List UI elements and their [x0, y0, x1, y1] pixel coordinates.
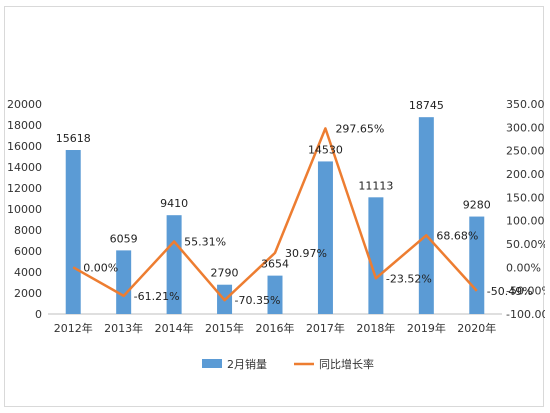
right-axis-tick-label: 300.00% — [506, 121, 545, 134]
x-axis: 2012年 2013年 2014年 2015年 2016年 2017年 2018年 2019年… — [48, 313, 502, 335]
line-data-label: 297.65% — [335, 122, 384, 135]
left-axis-tick-label: 4000 — [14, 266, 42, 279]
x-axis-tick-label: 2012年 — [54, 321, 93, 335]
bar-data-label: 11113 — [358, 179, 393, 192]
bar — [418, 117, 434, 315]
bar-data-label: 15618 — [56, 132, 91, 145]
line-data-label: -23.52% — [386, 272, 432, 285]
right-axis-tick-label: 0.00% — [506, 261, 541, 274]
bar — [116, 250, 132, 314]
right-axis-tick-label: -50.00% — [506, 285, 545, 298]
bar — [166, 215, 182, 314]
right-axis-tick-label: 150.00% — [506, 191, 545, 204]
bar — [317, 161, 333, 314]
left-axis-tick-label: 2000 — [14, 287, 42, 300]
x-axis-tick-label: 2016年 — [256, 321, 295, 335]
left-axis-tick-label: 0 — [35, 308, 42, 321]
left-axis-tick-label: 10000 — [7, 203, 42, 216]
x-axis-tick-label: 2017年 — [306, 321, 345, 335]
legend-bar-label: 2月销量 — [227, 357, 267, 371]
left-axis-tick-label: 14000 — [7, 161, 42, 174]
left-axis-tick-label: 18000 — [7, 119, 42, 132]
line-data-label: 68.68% — [436, 229, 478, 242]
left-axis-tick-label: 12000 — [7, 182, 42, 195]
bar-data-label: 9410 — [160, 197, 188, 210]
bar — [267, 275, 283, 314]
x-axis-tick-label: 2014年 — [155, 321, 194, 335]
line-data-label: 30.97% — [285, 247, 327, 260]
line-data-label: -50.49% — [487, 285, 533, 298]
right-axis: -100.00% -50.00% 0.00% 50.00% 100.00% 150.00%… — [506, 98, 545, 321]
left-axis-tick-label: 6000 — [14, 245, 42, 258]
right-axis-tick-label: -100.00% — [506, 308, 545, 321]
right-axis-tick-label: 50.00% — [506, 238, 545, 251]
legend-bar-swatch — [202, 359, 222, 368]
bar — [469, 216, 485, 314]
bar-data-labels: 15618 6059 9410 2790 3654 14530 11113 18745 9280 — [56, 99, 491, 280]
combo-chart: 0 2000 4000 6000 8000 10000 12000 14000 16000 180… — [7, 98, 545, 371]
right-axis-tick-label: 100.00% — [506, 215, 545, 228]
left-axis-tick-label: 16000 — [7, 140, 42, 153]
left-axis-tick-label: 8000 — [14, 224, 42, 237]
legend: 2月销量 同比增长率 — [202, 357, 374, 371]
line-data-label: 0.00% — [83, 261, 118, 274]
x-axis-tick-label: 2020年 — [457, 321, 496, 335]
right-axis-tick-label: 250.00% — [506, 145, 545, 158]
bar-data-label: 18745 — [409, 99, 444, 112]
bar-data-label: 14530 — [308, 143, 343, 156]
bar-data-label: 2790 — [211, 267, 239, 280]
chart-frame: 0 2000 4000 6000 8000 10000 12000 14000 16000 180… — [4, 6, 545, 407]
x-axis-tick-label: 2018年 — [356, 321, 395, 335]
line-data-label: 55.31% — [184, 236, 226, 249]
line-data-labels: 0.00% -61.21% 55.31% -70.35% 30.97% 297.65% -2… — [83, 122, 532, 307]
bar-data-label: 9280 — [463, 199, 491, 212]
line-data-label: -70.35% — [235, 294, 281, 307]
right-axis-tick-label: 200.00% — [506, 168, 545, 181]
legend-line-label: 同比增长率 — [319, 357, 374, 371]
line-series — [72, 127, 478, 302]
left-axis: 0 2000 4000 6000 8000 10000 12000 14000 16000 180… — [7, 98, 42, 321]
x-axis-tick-label: 2013年 — [104, 321, 143, 335]
bar — [368, 197, 384, 314]
bar-data-label: 3654 — [261, 258, 289, 271]
x-axis-tick-label: 2019年 — [407, 321, 446, 335]
bar — [65, 150, 81, 314]
bar-data-label: 6059 — [110, 232, 138, 245]
left-axis-tick-label: 20000 — [7, 98, 42, 111]
right-axis-tick-label: 350.00% — [506, 98, 545, 111]
line-data-label: -61.21% — [134, 290, 180, 303]
growth-line — [72, 127, 478, 302]
x-axis-tick-label: 2015年 — [205, 321, 244, 335]
